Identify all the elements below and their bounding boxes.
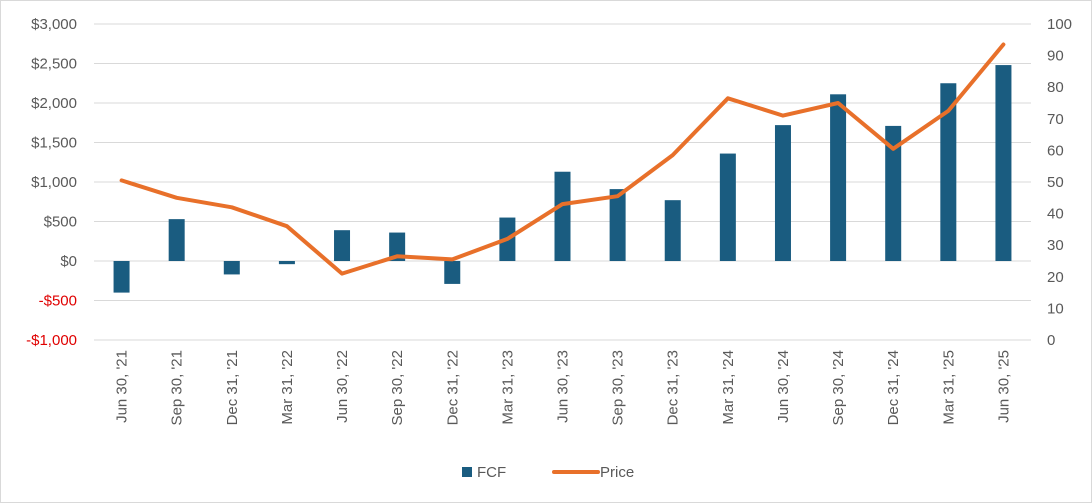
right-tick-label: 30 bbox=[1047, 237, 1064, 254]
fcf-bar bbox=[555, 172, 571, 261]
right-tick-label: 70 bbox=[1047, 111, 1064, 128]
fcf-bar bbox=[830, 94, 846, 261]
fcf-bars bbox=[114, 65, 1012, 293]
fcf-bar bbox=[720, 154, 736, 261]
fcf-bar bbox=[665, 200, 681, 261]
left-tick-label: -$500 bbox=[39, 293, 77, 310]
fcf-bar bbox=[114, 261, 130, 293]
fcf-bar bbox=[444, 261, 460, 284]
fcf-bar bbox=[995, 65, 1011, 261]
left-tick-label: $500 bbox=[44, 214, 77, 231]
legend-fcf-label: FCF bbox=[477, 464, 506, 481]
x-axis: Jun 30, '21 Sep 30, '21 Dec 31, '21 Mar 31,… bbox=[114, 350, 1013, 425]
left-tick-label: $3,000 bbox=[31, 16, 77, 33]
right-tick-label: 0 bbox=[1047, 332, 1055, 349]
x-tick-label: Mar 31, '22 bbox=[279, 350, 296, 425]
left-tick-label: $1,000 bbox=[31, 174, 77, 191]
legend: FCF Price bbox=[462, 464, 634, 481]
legend-fcf-swatch bbox=[462, 467, 472, 477]
x-tick-label: Dec 31, '21 bbox=[224, 350, 241, 425]
x-tick-label: Dec 31, '24 bbox=[885, 350, 902, 425]
left-tick-label: $0 bbox=[60, 253, 77, 270]
x-tick-label: Jun 30, '25 bbox=[995, 350, 1012, 423]
x-tick-label: Sep 30, '23 bbox=[610, 350, 627, 425]
x-tick-label: Mar 31, '23 bbox=[499, 350, 516, 425]
x-tick-label: Jun 30, '22 bbox=[334, 350, 351, 423]
x-tick-label: Dec 31, '23 bbox=[665, 350, 682, 425]
x-tick-label: Jun 30, '21 bbox=[114, 350, 131, 423]
left-tick-label: -$1,000 bbox=[26, 332, 77, 349]
x-tick-label: Mar 31, '25 bbox=[940, 350, 957, 425]
right-tick-label: 90 bbox=[1047, 48, 1064, 65]
fcf-bar bbox=[334, 230, 350, 261]
x-tick-label: Sep 30, '21 bbox=[169, 350, 186, 425]
x-tick-label: Mar 31, '24 bbox=[720, 350, 737, 425]
left-tick-label: $1,500 bbox=[31, 135, 77, 152]
right-tick-label: 80 bbox=[1047, 79, 1064, 96]
right-tick-label: 50 bbox=[1047, 174, 1064, 191]
fcf-bar bbox=[169, 219, 185, 261]
left-axis: $3,000 $2,500 $2,000 $1,500 $1,000 $500 $0 -$50… bbox=[26, 16, 77, 349]
right-tick-label: 40 bbox=[1047, 206, 1064, 223]
left-tick-label: $2,500 bbox=[31, 56, 77, 73]
right-tick-label: 10 bbox=[1047, 300, 1064, 317]
x-tick-label: Sep 30, '24 bbox=[830, 350, 847, 425]
x-tick-label: Jun 30, '23 bbox=[555, 350, 572, 423]
x-tick-label: Jun 30, '24 bbox=[775, 350, 792, 423]
x-tick-label: Sep 30, '22 bbox=[389, 350, 406, 425]
right-tick-label: 100 bbox=[1047, 16, 1072, 33]
fcf-bar bbox=[224, 261, 240, 274]
fcf-bar bbox=[279, 261, 295, 264]
right-tick-label: 20 bbox=[1047, 269, 1064, 286]
x-tick-label: Dec 31, '22 bbox=[444, 350, 461, 425]
fcf-bar bbox=[610, 189, 626, 261]
legend-price-label: Price bbox=[600, 464, 634, 481]
right-tick-label: 60 bbox=[1047, 142, 1064, 159]
fcf-bar bbox=[775, 125, 791, 261]
left-tick-label: $2,000 bbox=[31, 95, 77, 112]
